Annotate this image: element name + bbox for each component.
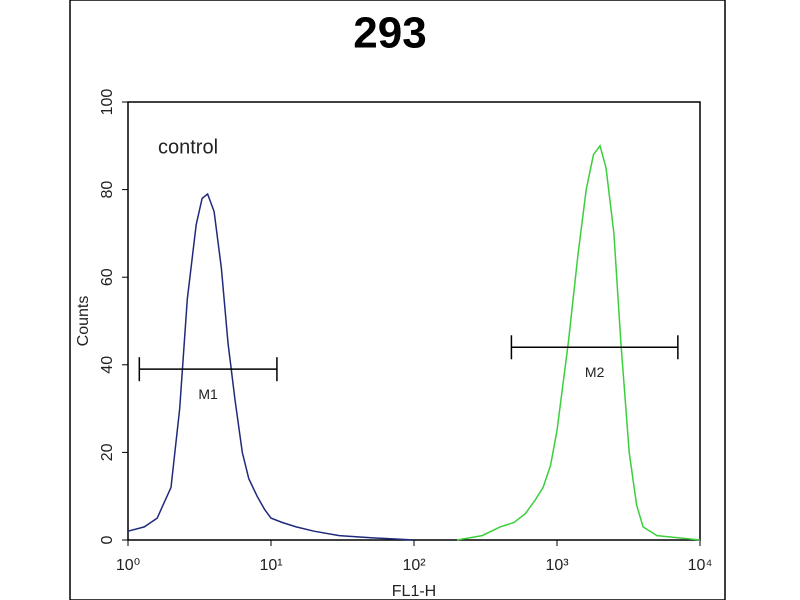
y-tick-label: 100 — [99, 89, 116, 116]
x-tick-label: 10⁰ — [116, 557, 140, 574]
marker-label: M2 — [585, 364, 605, 380]
marker-label: M1 — [198, 386, 218, 402]
plot-frame — [127, 101, 701, 541]
y-tick-label: 60 — [99, 268, 116, 286]
y-tick-label: 80 — [99, 181, 116, 199]
chart-title: 293 — [353, 9, 426, 58]
histogram-line — [127, 192, 415, 541]
x-axis-label: FL1-H — [392, 583, 436, 600]
x-tick-label: 10² — [402, 557, 426, 574]
y-axis-label: Counts — [75, 296, 92, 347]
outer-frame — [69, 0, 726, 600]
y-tick-label: 0 — [99, 535, 116, 544]
x-tick-label: 10⁴ — [688, 557, 713, 574]
histogram-line — [456, 144, 701, 541]
y-tick-label: 40 — [99, 356, 116, 374]
x-tick-label: 10³ — [545, 557, 569, 574]
annotation: control — [158, 136, 218, 158]
x-tick-label: 10¹ — [259, 557, 282, 574]
y-tick-label: 20 — [99, 443, 116, 461]
